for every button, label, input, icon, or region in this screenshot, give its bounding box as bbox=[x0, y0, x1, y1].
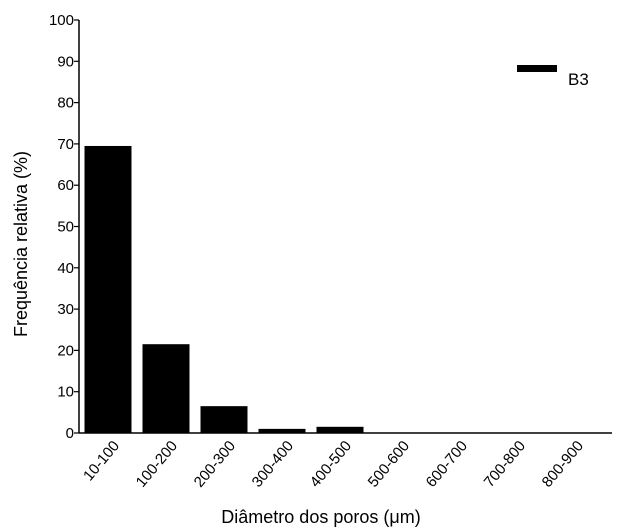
x-tick-label: 300-400 bbox=[249, 438, 297, 491]
y-tick-label: 70 bbox=[57, 136, 74, 153]
x-tick-label: 800-900 bbox=[539, 438, 587, 491]
x-tick-label: 200-300 bbox=[191, 438, 239, 491]
legend-label-b3: B3 bbox=[568, 70, 589, 89]
y-tick-label: 20 bbox=[57, 342, 74, 359]
x-tick-label: 10-100 bbox=[80, 438, 123, 485]
bar-400-500 bbox=[316, 426, 364, 433]
y-tick-label: 90 bbox=[57, 53, 74, 70]
x-ticks-group: 10-100 100-200 200-300 300-400 400-500 500-60… bbox=[80, 438, 587, 491]
x-tick-label: 100-200 bbox=[133, 438, 181, 491]
x-axis-title: Diâmetro dos poros (μm) bbox=[221, 507, 420, 527]
legend: B3 bbox=[517, 65, 589, 89]
y-ticks-group: 0 10 20 30 40 50 60 70 80 90 100 bbox=[49, 12, 79, 442]
bar-100-200 bbox=[142, 344, 190, 433]
y-tick-label: 60 bbox=[57, 177, 74, 194]
y-tick-label: 30 bbox=[57, 301, 74, 318]
y-tick-label: 40 bbox=[57, 260, 74, 277]
bar-10-100 bbox=[84, 145, 132, 433]
y-tick-label: 100 bbox=[49, 12, 74, 29]
x-tick-label: 700-800 bbox=[481, 438, 529, 491]
y-tick-label: 50 bbox=[57, 219, 74, 236]
bar-200-300 bbox=[200, 406, 248, 433]
x-tick-label: 600-700 bbox=[423, 438, 471, 491]
y-tick-label: 80 bbox=[57, 95, 74, 112]
legend-swatch-b3 bbox=[517, 65, 557, 72]
x-tick-label: 500-600 bbox=[365, 438, 413, 491]
y-axis-title: Frequência relativa (%) bbox=[11, 151, 31, 337]
y-tick-label: 10 bbox=[57, 384, 74, 401]
x-tick-label: 400-500 bbox=[307, 438, 355, 491]
y-tick-label: 0 bbox=[66, 425, 74, 442]
bar-300-400 bbox=[258, 428, 306, 433]
bars-group bbox=[84, 145, 364, 433]
